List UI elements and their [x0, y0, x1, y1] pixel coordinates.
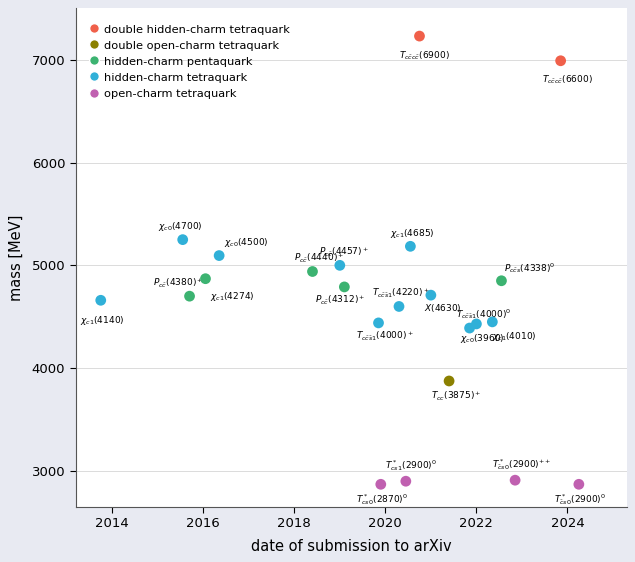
Point: [96, 296, 106, 305]
Point: [556, 56, 566, 65]
Point: [376, 480, 386, 489]
Y-axis label: mass [MeV]: mass [MeV]: [8, 215, 23, 301]
Point: [444, 377, 454, 386]
Text: $T_{c\bar{c}c\bar{c}}(6600)$: $T_{c\bar{c}c\bar{c}}(6600)$: [542, 73, 593, 85]
Text: $X(4630)$: $X(4630)$: [424, 302, 462, 314]
Point: [307, 267, 318, 276]
Point: [574, 480, 584, 489]
Point: [405, 242, 415, 251]
Text: $P_{c\bar{c}}(4312)^+$: $P_{c\bar{c}}(4312)^+$: [315, 294, 365, 307]
Point: [178, 235, 188, 244]
Text: $T^*_{cs1}(2900)^0$: $T^*_{cs1}(2900)^0$: [385, 458, 438, 473]
Text: $P_{c\bar{c}s}(4338)^0$: $P_{c\bar{c}s}(4338)^0$: [504, 261, 555, 275]
Text: $\chi_{c0}(4700)$: $\chi_{c0}(4700)$: [157, 220, 203, 233]
Text: $T_{cc}(3875)^+$: $T_{cc}(3875)^+$: [431, 389, 481, 403]
Text: $\chi_{c0}(4500)$: $\chi_{c0}(4500)$: [224, 237, 269, 250]
Text: $P_{c\bar{c}}(4440)^+$: $P_{c\bar{c}}(4440)^+$: [294, 252, 345, 265]
Text: $\chi_{c0}(3960)$: $\chi_{c0}(3960)$: [460, 332, 505, 345]
Text: $T_{c\bar{c}\bar{s}1}(4000)^+$: $T_{c\bar{c}\bar{s}1}(4000)^+$: [356, 330, 413, 343]
Point: [184, 292, 194, 301]
Point: [487, 318, 497, 327]
Point: [415, 31, 425, 40]
Text: $T_{c\bar{c}\bar{s}1}(4000)^0$: $T_{c\bar{c}\bar{s}1}(4000)^0$: [456, 307, 512, 321]
Text: $\chi_{c1}(4140)$: $\chi_{c1}(4140)$: [80, 314, 125, 327]
Point: [373, 319, 384, 328]
Text: $T_{c\bar{c}c\bar{c}}(6900)$: $T_{c\bar{c}c\bar{c}}(6900)$: [399, 49, 450, 62]
Point: [339, 283, 349, 292]
Point: [214, 251, 224, 260]
Point: [510, 475, 520, 484]
Point: [426, 291, 436, 300]
Point: [201, 274, 211, 283]
Text: $\chi_{c1}(4685)$: $\chi_{c1}(4685)$: [390, 227, 434, 240]
Text: $\chi_{c1}(4010)$: $\chi_{c1}(4010)$: [492, 330, 537, 343]
Text: $T_{c\bar{c}\bar{s}1}(4220)^+$: $T_{c\bar{c}\bar{s}1}(4220)^+$: [371, 287, 429, 300]
Point: [401, 477, 411, 486]
Point: [471, 319, 481, 328]
Point: [335, 261, 345, 270]
X-axis label: date of submission to arXiv: date of submission to arXiv: [251, 538, 451, 554]
Text: $T^*_{cs0}(2870)^0$: $T^*_{cs0}(2870)^0$: [356, 492, 408, 507]
Legend: double hidden-charm tetraquark, double open-charm tetraquark, hidden-charm penta: double hidden-charm tetraquark, double o…: [87, 19, 295, 103]
Text: $P_{c\bar{c}}(4380)^+$: $P_{c\bar{c}}(4380)^+$: [153, 277, 204, 290]
Point: [394, 302, 404, 311]
Text: $T^*_{\bar{c}s0}(2900)^{++}$: $T^*_{\bar{c}s0}(2900)^{++}$: [492, 457, 552, 473]
Text: $P_{c\bar{c}}(4457)^+$: $P_{c\bar{c}}(4457)^+$: [319, 246, 369, 259]
Point: [464, 324, 474, 333]
Point: [497, 277, 507, 285]
Text: $\chi_{c1}(4274)$: $\chi_{c1}(4274)$: [210, 290, 255, 303]
Text: $T^*_{\bar{c}s0}(2900)^0$: $T^*_{\bar{c}s0}(2900)^0$: [554, 492, 606, 507]
